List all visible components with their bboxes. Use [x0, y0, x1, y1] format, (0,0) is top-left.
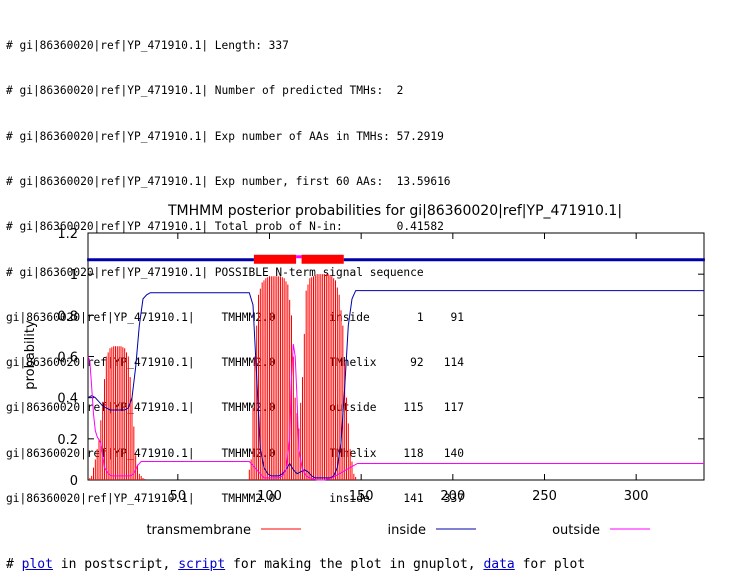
y-tick-label: 0: [70, 474, 78, 489]
plot-postscript-link[interactable]: plot: [21, 557, 53, 572]
y-tick-label: 0.6: [57, 351, 78, 366]
summary-line: # gi|86360020|ref|YP_471910.1| Length: 3…: [6, 39, 289, 53]
prediction-row: gi|86360020|ref|YP_471910.1| TMHMM2.0 in…: [6, 492, 465, 505]
footer-text: for making the plot in gnuplot,: [225, 557, 484, 572]
x-tick-label: 300: [624, 489, 649, 504]
outside-probability-line: [87, 344, 704, 481]
posterior-probability-chart: TMHMM posterior probabilities for gi|863…: [23, 203, 705, 538]
summary-line: # gi|86360020|ref|YP_471910.1| Exp numbe…: [6, 175, 451, 189]
summary-line: # gi|86360020|ref|YP_471910.1| Exp numbe…: [6, 129, 444, 143]
legend: transmembrane inside outside: [146, 523, 650, 538]
summary-line: # gi|86360020|ref|YP_471910.1| Total pro…: [6, 220, 444, 234]
plot-area: 0 0.2 0.4 0.6 0.8 1 1.2 50 100 150 200 250 300: [57, 227, 705, 504]
plot-frame: [87, 232, 705, 481]
y-tick-label: 0.4: [57, 392, 78, 407]
topology-tmhelix-segment: [253, 254, 297, 264]
inside-probability-line: [87, 290, 704, 479]
plot-data-link[interactable]: data: [483, 557, 515, 572]
footer-text: in postscript,: [52, 557, 179, 572]
x-tick-label: 100: [257, 489, 282, 504]
summary-line: # gi|86360020|ref|YP_471910.1| Number of…: [6, 84, 404, 98]
x-tick-label: 250: [532, 489, 557, 504]
gnuplot-script-link[interactable]: script: [178, 557, 226, 572]
download-links: # plot in postscript, script for making …: [6, 557, 585, 572]
legend-label-transmembrane: transmembrane: [146, 523, 251, 538]
footer-text: for plot: [514, 557, 586, 572]
x-tick-label: 50: [170, 489, 187, 504]
y-tick-label: 1.2: [57, 227, 78, 242]
y-tick-label: 0.2: [57, 433, 78, 448]
x-tick-label: 150: [349, 489, 374, 504]
y-axis-label: probability: [23, 320, 38, 390]
tmhmm-summary-text: # gi|86360020|ref|YP_471910.1| Length: 3…: [6, 8, 464, 521]
y-tick-label: 1: [70, 268, 78, 283]
x-tick-label: 200: [440, 489, 465, 504]
topology-tmhelix-segment: [301, 254, 344, 264]
summary-line: # gi|86360020|ref|YP_471910.1| POSSIBLE …: [6, 265, 424, 279]
legend-label-outside: outside: [552, 523, 600, 538]
footer-prefix: #: [6, 557, 22, 572]
chart-title: TMHMM posterior probabilities for gi|863…: [167, 203, 622, 219]
prediction-row: gi|86360020|ref|YP_471910.1| TMHMM2.0 in…: [6, 310, 465, 324]
y-tick-label: 0.8: [57, 309, 78, 324]
legend-label-inside: inside: [388, 523, 427, 538]
